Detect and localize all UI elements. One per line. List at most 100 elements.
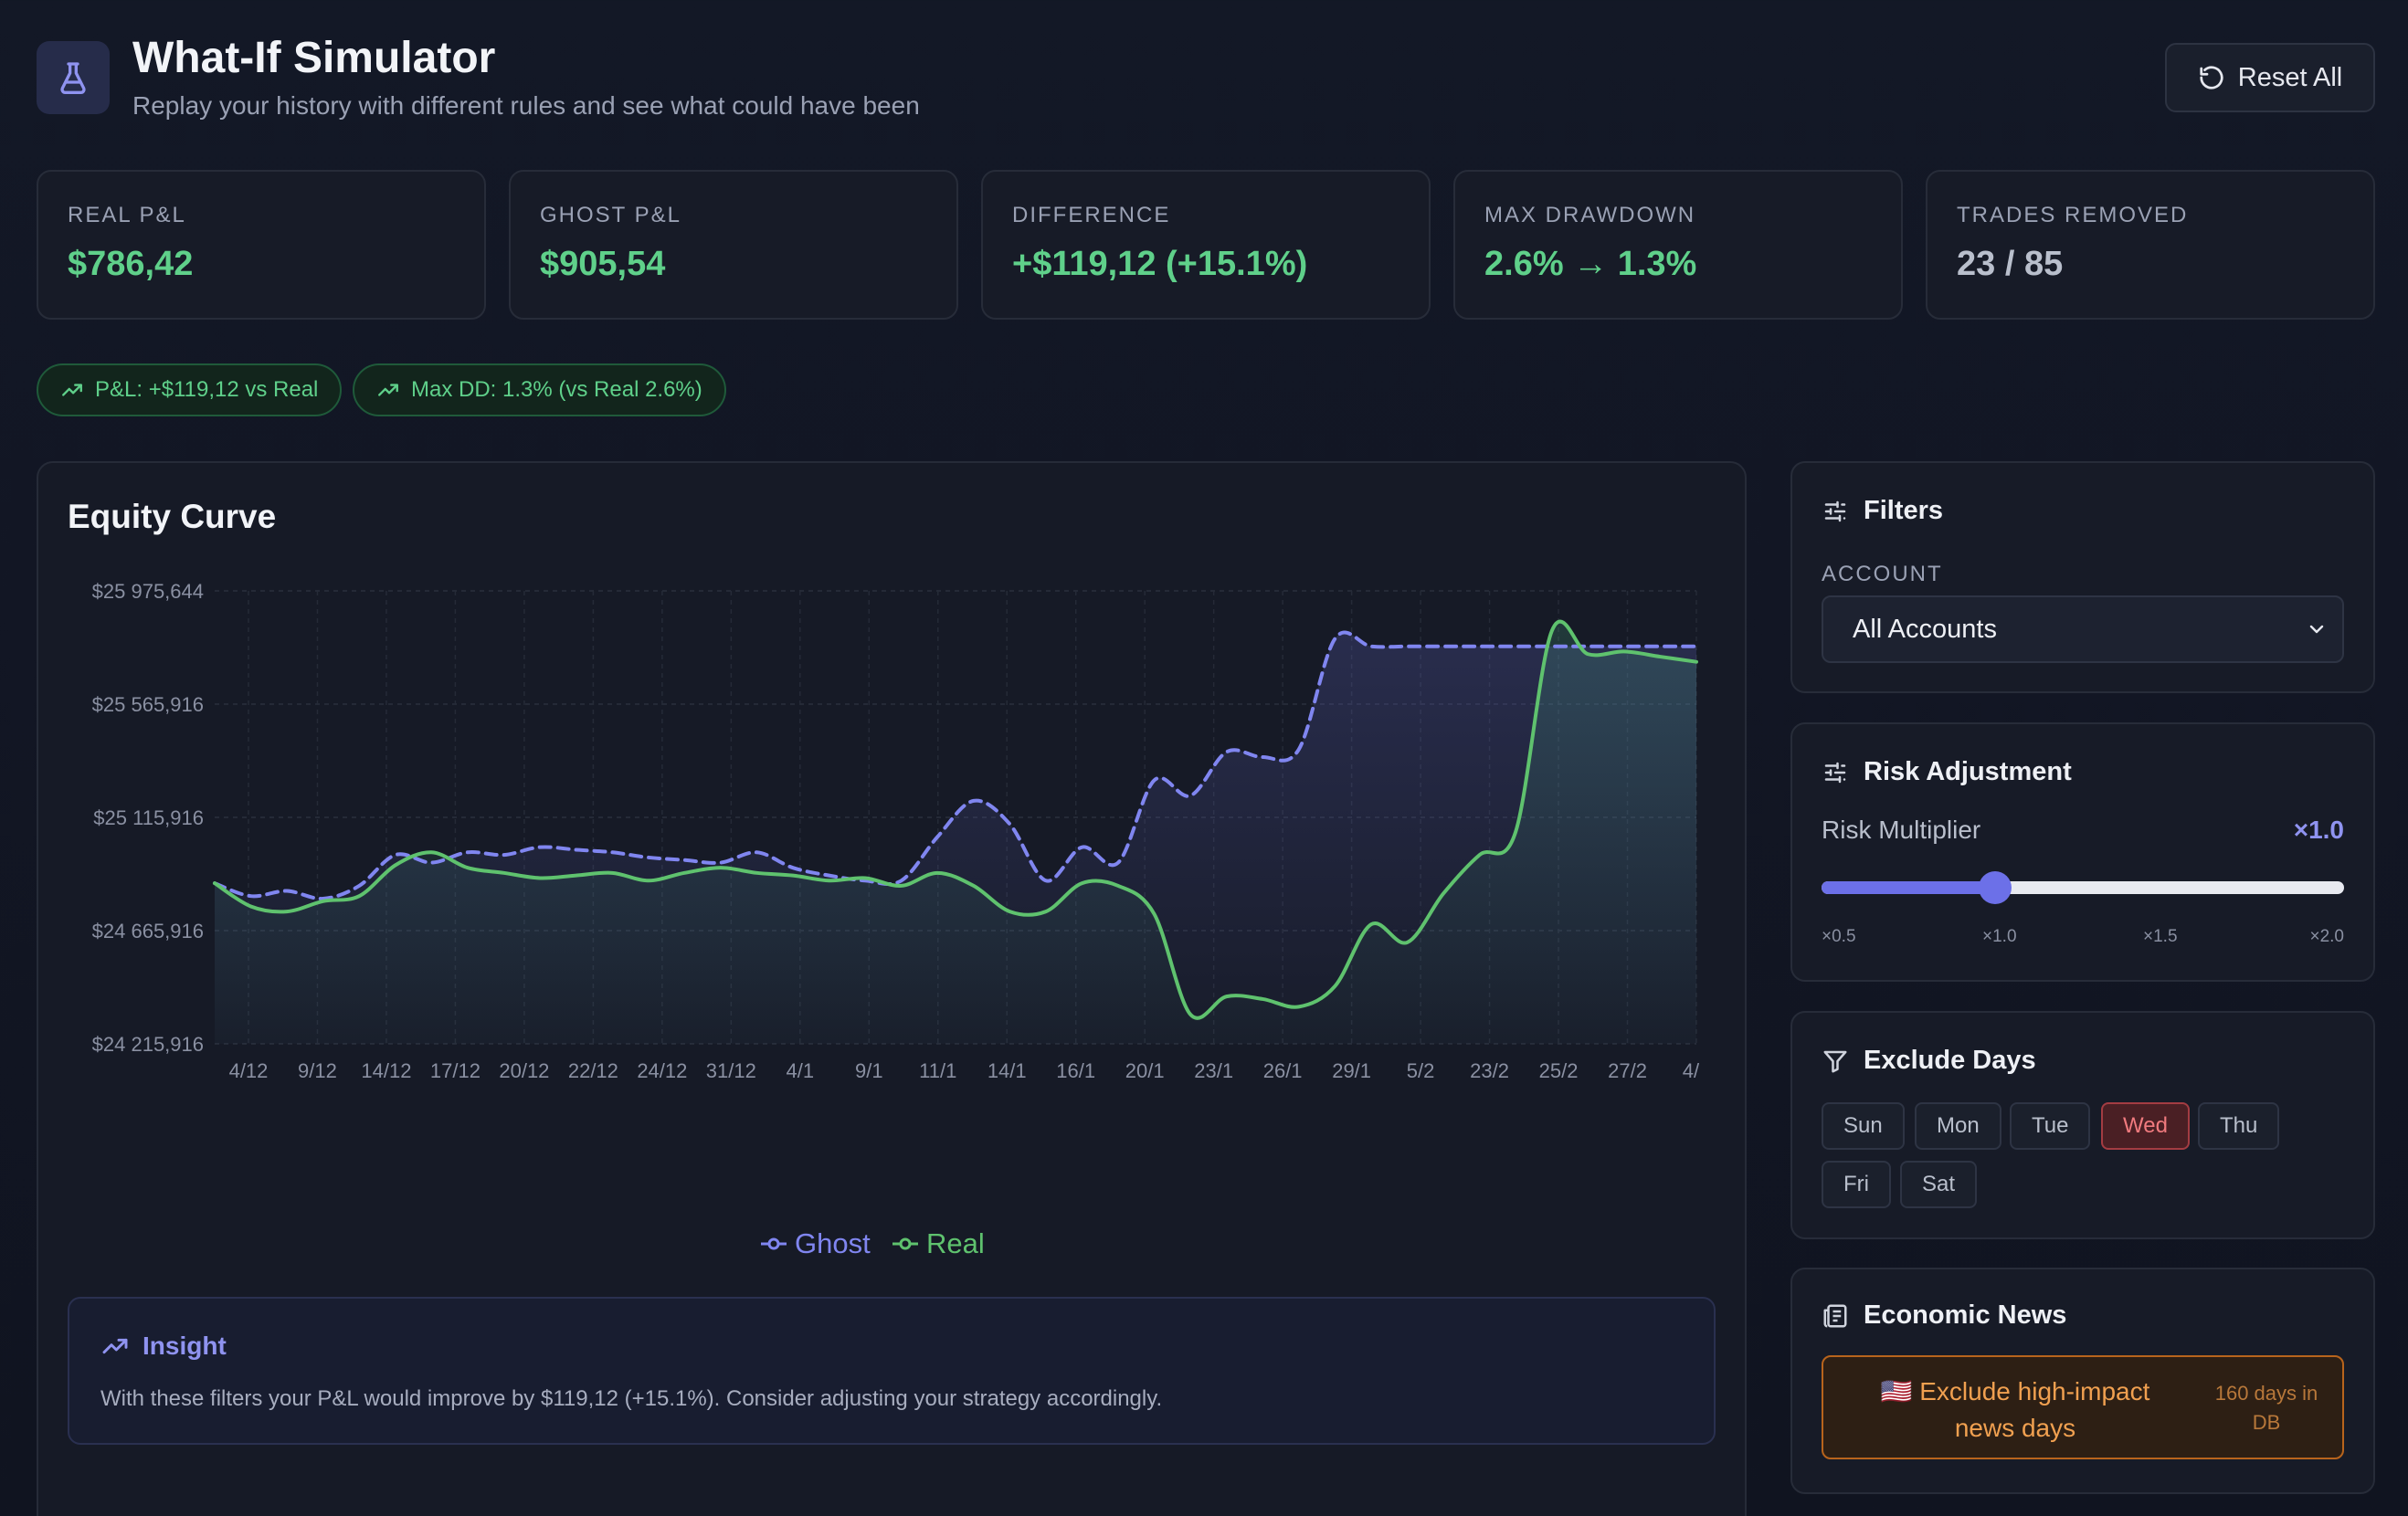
stat-card-difference: DIFFERENCE +$119,12 (+15.1%) [981, 170, 1431, 320]
stat-value: $786,42 [68, 245, 194, 283]
stat-label: TRADES REMOVED [1957, 203, 2189, 227]
stat-card-max-drawdown: MAX DRAWDOWN 2.6% → 1.3% [1453, 170, 1903, 320]
y-tick-label: $24 665,916 [92, 920, 204, 942]
x-tick-label: 14/12 [361, 1059, 411, 1082]
equity-chart: $25 975,644 $25 565,916 $25 115,916 $24 665… [92, 580, 1699, 1082]
day-toggle-sun[interactable]: Sun [1822, 1102, 1905, 1150]
trending-up-icon [102, 1338, 128, 1354]
stat-value: $905,54 [540, 245, 666, 283]
x-tick-label: 20/12 [499, 1059, 549, 1082]
risk-title: Risk Adjustment [1864, 757, 2072, 786]
legend-real-label: Real [926, 1227, 985, 1259]
x-tick-label: 24/12 [637, 1059, 687, 1082]
day-toggle-wed[interactable]: Wed [2101, 1102, 2190, 1150]
sliders-icon [1824, 762, 1846, 783]
risk-multiplier-value: ×1.0 [2293, 816, 2344, 844]
risk-slider-thumb[interactable] [1979, 871, 2012, 904]
drawdown-badge: Max DD: 1.3% (vs Real 2.6%) [353, 363, 726, 416]
risk-slider-fill [1822, 881, 1996, 894]
flask-icon [60, 62, 86, 95]
y-tick-label: $25 565,916 [92, 693, 204, 716]
chart-title: Equity Curve [68, 498, 277, 535]
filters-heading: Filters [1822, 496, 1943, 526]
day-toggle-sat[interactable]: Sat [1900, 1161, 1978, 1208]
risk-tick-label: ×1.5 [2143, 927, 2178, 946]
day-toggle-mon[interactable]: Mon [1915, 1102, 2001, 1150]
risk-multiplier-label: Risk Multiplier [1822, 816, 1981, 844]
newspaper-icon [1823, 1304, 1847, 1327]
x-tick-label: 23/1 [1194, 1059, 1233, 1082]
exclude-news-label-line2: news days [1954, 1414, 2076, 1442]
y-tick-label: $24 215,916 [92, 1033, 204, 1056]
economic-news-heading: Economic News [1822, 1300, 2066, 1331]
exclude-days-heading: Exclude Days [1822, 1046, 2036, 1076]
chevron-down-icon [2309, 625, 2324, 634]
x-tick-label: 23/2 [1470, 1059, 1509, 1082]
account-select[interactable]: All Accounts [1822, 595, 2344, 663]
account-select-value: All Accounts [1853, 614, 1997, 644]
insight-box: Insight With these filters your P&L woul… [68, 1297, 1716, 1445]
x-tick-label: 16/1 [1056, 1059, 1095, 1082]
news-days-count: 160 days in DB [2189, 1379, 2344, 1437]
x-tick-label: 31/12 [706, 1059, 756, 1082]
reset-all-button[interactable]: Reset All [2165, 43, 2375, 112]
sliders-icon [1824, 500, 1846, 521]
filters-panel: Filters ACCOUNT All Accounts [1790, 461, 2375, 693]
series-area-real [215, 621, 1696, 1044]
stat-value: 23 / 85 [1957, 245, 2064, 283]
stat-label: REAL P&L [68, 203, 186, 227]
drawdown-badge-label: Max DD: 1.3% (vs Real 2.6%) [411, 377, 702, 402]
stat-label: GHOST P&L [540, 203, 681, 227]
x-tick-label: 29/1 [1332, 1059, 1371, 1082]
stat-card-ghost-pnl: GHOST P&L $905,54 [509, 170, 958, 320]
x-tick-label: 27/2 [1608, 1059, 1647, 1082]
reset-icon [2200, 66, 2223, 89]
legend-real[interactable]: Real [892, 1227, 985, 1260]
stat-value: 2.6% → 1.3% [1484, 245, 1697, 283]
exclude-news-label-line1: 🇺🇸 Exclude high-impact [1880, 1377, 2150, 1405]
x-tick-label: 22/12 [568, 1059, 618, 1082]
day-toggle-fri[interactable]: Fri [1822, 1161, 1891, 1208]
risk-tick-label: ×0.5 [1822, 927, 1856, 946]
day-toggle-tue[interactable]: Tue [2010, 1102, 2091, 1150]
y-tick-label: $25 975,644 [92, 580, 204, 603]
stat-label: DIFFERENCE [1012, 203, 1171, 227]
pnl-badge: P&L: +$119,12 vs Real [37, 363, 343, 416]
filters-title: Filters [1864, 496, 1944, 525]
economic-news-panel: Economic News 🇺🇸 Exclude high-impact new… [1790, 1268, 2375, 1494]
x-tick-label: 17/12 [430, 1059, 481, 1082]
legend-ghost[interactable]: Ghost [760, 1227, 871, 1260]
legend-real-marker [892, 1237, 918, 1250]
x-tick-label: 4/3 [1683, 1059, 1699, 1082]
x-tick-label: 25/2 [1539, 1059, 1579, 1082]
risk-tick-label: ×1.0 [1982, 927, 2017, 946]
insight-text: With these filters your P&L would improv… [100, 1386, 1163, 1411]
risk-tick-label: ×2.0 [2309, 927, 2344, 946]
insight-title: Insight [143, 1332, 227, 1360]
x-tick-label: 4/12 [229, 1059, 269, 1082]
x-tick-label: 9/1 [855, 1059, 883, 1082]
page-subtitle: Replay your history with different rules… [132, 91, 920, 120]
x-tick-label: 9/12 [298, 1059, 337, 1082]
day-toggle-thu[interactable]: Thu [2198, 1102, 2280, 1150]
legend-ghost-marker [761, 1237, 787, 1250]
legend-ghost-label: Ghost [795, 1227, 871, 1259]
insight-heading: Insight [100, 1332, 227, 1361]
x-tick-label: 4/1 [787, 1059, 815, 1082]
series-line-ghost [213, 630, 1698, 901]
trending-up-icon [62, 384, 82, 396]
exclude-news-label: 🇺🇸 Exclude high-impact news days [1860, 1374, 2170, 1447]
news-days-count-line2: DB [2252, 1411, 2281, 1434]
economic-news-title: Economic News [1864, 1300, 2067, 1330]
risk-slider-track[interactable] [1822, 871, 2344, 904]
risk-heading: Risk Adjustment [1822, 757, 2072, 787]
app-logo [37, 41, 110, 114]
x-tick-label: 5/2 [1407, 1059, 1435, 1082]
exclude-days-panel: Exclude Days Sun Mon Tue Wed Thu Fri Sat [1790, 1011, 2375, 1239]
stat-label: MAX DRAWDOWN [1484, 203, 1696, 227]
page-title: What-If Simulator [132, 34, 496, 82]
stat-card-trades-removed: TRADES REMOVED 23 / 85 [1926, 170, 2375, 320]
trending-up-icon [378, 384, 398, 396]
exclude-news-days-button[interactable]: 🇺🇸 Exclude high-impact news days 160 day… [1822, 1355, 2344, 1459]
series-line-real [213, 619, 1698, 1020]
